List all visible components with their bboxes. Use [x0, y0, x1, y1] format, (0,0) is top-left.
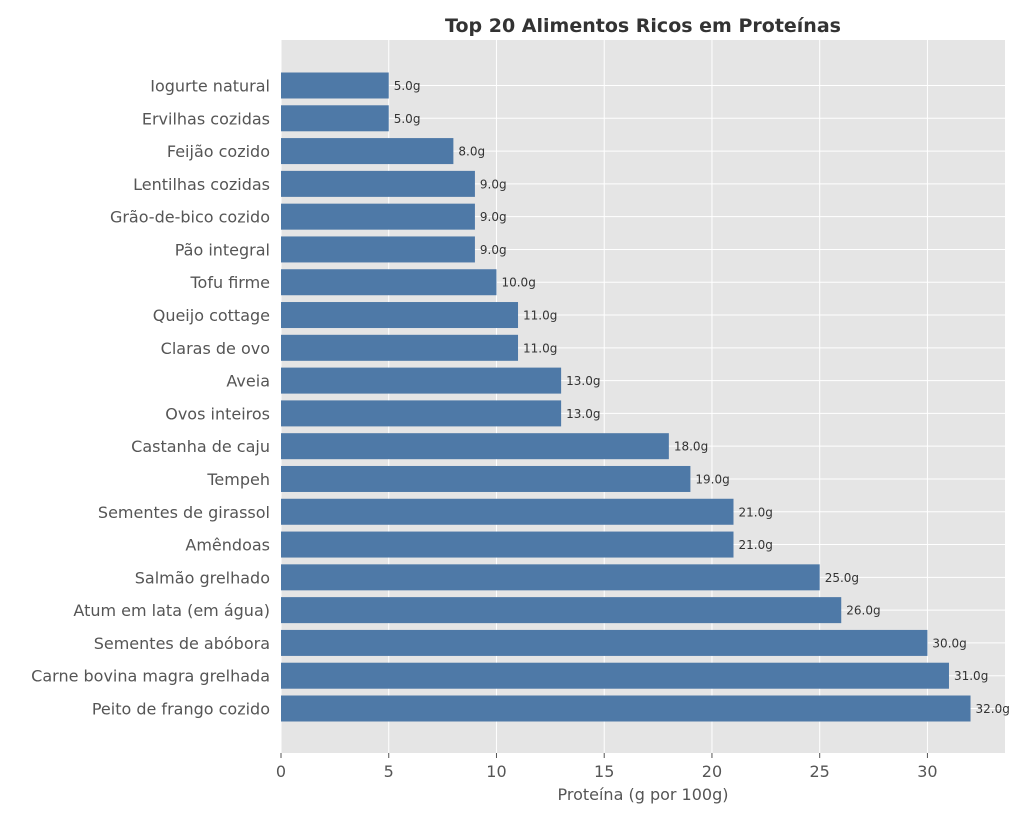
value-label: 9.0g [480, 210, 507, 224]
category-label: Pão integral [175, 240, 270, 259]
chart-title: Top 20 Alimentos Ricos em Proteínas [445, 15, 841, 37]
value-label: 8.0g [458, 145, 485, 159]
value-label: 32.0g [976, 702, 1010, 716]
value-label: 5.0g [394, 112, 421, 126]
value-label: 18.0g [674, 440, 708, 454]
category-label: Ovos inteiros [165, 404, 270, 423]
category-label: Castanha de caju [131, 437, 270, 456]
category-label: Amêndoas [185, 536, 270, 555]
value-label: 19.0g [695, 472, 729, 486]
value-label: 26.0g [846, 604, 880, 618]
category-label: Sementes de abóbora [94, 634, 270, 653]
bar [281, 400, 562, 427]
category-label: Atum em lata (em água) [73, 601, 270, 620]
x-axis-label: Proteína (g por 100g) [557, 785, 728, 804]
category-label: Grão-de-bico cozido [110, 208, 270, 227]
bar [281, 138, 454, 165]
bar [281, 334, 519, 361]
category-label: Tofu firme [189, 273, 270, 292]
category-label: Sementes de girassol [98, 503, 270, 522]
bar [281, 302, 519, 329]
value-label: 30.0g [932, 636, 966, 650]
category-label: Peito de frango cozido [92, 700, 270, 719]
x-tick-label: 10 [486, 762, 506, 781]
value-label: 10.0g [501, 276, 535, 290]
x-tick-label: 15 [594, 762, 614, 781]
value-label: 9.0g [480, 177, 507, 191]
category-label: Lentilhas cozidas [133, 175, 270, 194]
category-label: Salmão grelhado [135, 568, 270, 587]
category-labels: Iogurte natural Ervilhas cozidas Feijão co… [31, 77, 270, 719]
x-tick-label: 0 [276, 762, 286, 781]
x-tick-label: 20 [702, 762, 722, 781]
category-label: Queijo cottage [153, 306, 270, 325]
bar [281, 465, 691, 492]
bar [281, 236, 475, 263]
category-label: Iogurte natural [150, 77, 270, 96]
bars [281, 72, 971, 722]
bar [281, 564, 820, 591]
bar [281, 105, 389, 132]
value-label: 21.0g [739, 538, 773, 552]
value-label: 11.0g [523, 309, 557, 323]
category-label: Feijão cozido [167, 142, 270, 161]
bar [281, 269, 497, 296]
x-tick-label: 5 [384, 762, 394, 781]
bar [281, 72, 389, 99]
bar [281, 367, 562, 394]
bar [281, 170, 475, 197]
bar [281, 662, 949, 689]
x-tick-label: 30 [917, 762, 937, 781]
category-label: Claras de ovo [161, 339, 270, 358]
category-label: Tempeh [206, 470, 270, 489]
bar [281, 531, 734, 558]
bar [281, 629, 928, 656]
category-label: Carne bovina magra grelhada [31, 667, 270, 686]
bar [281, 498, 734, 525]
value-label: 21.0g [739, 505, 773, 519]
value-label: 13.0g [566, 374, 600, 388]
value-label: 11.0g [523, 341, 557, 355]
value-label: 31.0g [954, 669, 988, 683]
bar [281, 433, 669, 460]
value-label: 25.0g [825, 571, 859, 585]
x-axis-ticks: 0 5 10 15 20 25 30 [276, 753, 938, 781]
category-label: Ervilhas cozidas [142, 109, 270, 128]
category-label: Aveia [226, 372, 270, 391]
value-labels: 5.0g 5.0g 8.0g 9.0g 9.0g 9.0g 10.0g 11.0g 11.0g 1… [394, 79, 1010, 716]
value-label: 9.0g [480, 243, 507, 257]
value-label: 5.0g [394, 79, 421, 93]
bar [281, 203, 475, 230]
value-label: 13.0g [566, 407, 600, 421]
bar [281, 695, 971, 722]
bar [281, 597, 842, 624]
x-tick-label: 25 [810, 762, 830, 781]
